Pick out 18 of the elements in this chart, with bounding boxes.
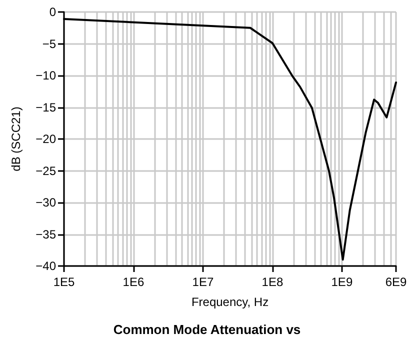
y-tick-label: −30 <box>36 196 56 210</box>
x-tick-label: 1E5 <box>53 275 75 289</box>
y-tick-label: −20 <box>36 132 56 146</box>
y-tick-label: −10 <box>36 68 56 82</box>
x-tick-label: 1E6 <box>122 275 144 289</box>
y-tick-label: −40 <box>36 259 56 273</box>
y-tick-label: −15 <box>36 100 56 114</box>
text: Common Mode Attenuation vs <box>113 322 301 337</box>
y-axis-title: dB (SCC21) <box>9 106 23 172</box>
x-tick-label: 6E9 <box>385 275 407 289</box>
x-tick-label: 1E7 <box>192 275 214 289</box>
y-tick-label: −25 <box>36 164 56 178</box>
y-tick-label: −35 <box>36 227 56 242</box>
x-axis-title: Frequency, Hz <box>191 295 269 309</box>
y-tick-label: −5 <box>42 36 56 51</box>
y-tick-label: 0 <box>49 5 56 19</box>
x-tick-label: 1E8 <box>262 275 284 289</box>
x-tick-label: 1E9 <box>331 275 353 289</box>
